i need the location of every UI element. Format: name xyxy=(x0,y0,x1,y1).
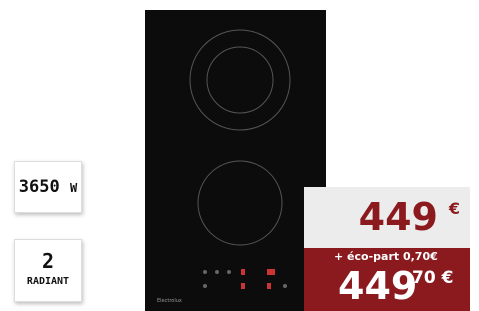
total-whole: 449 xyxy=(338,264,417,308)
power-badge: 3650 W xyxy=(14,161,82,213)
zone-outer xyxy=(190,30,290,130)
eco-part: + éco-part 0,70€ xyxy=(334,250,438,263)
power-unit: W xyxy=(70,181,77,195)
zones-unit: RADIANT xyxy=(15,276,81,287)
power-value: 3650 xyxy=(19,177,60,197)
zones-badge: 2 RADIANT xyxy=(14,239,82,302)
cooktop-image: Electrolux xyxy=(145,10,326,311)
zones-value: 2 xyxy=(15,250,81,272)
cooktop-drawing: Electrolux xyxy=(145,10,326,311)
total-cents: 70 € xyxy=(412,268,453,288)
control-display xyxy=(241,269,275,289)
zone-inner xyxy=(207,47,273,113)
product-card: 3650 W 2 RADIANT Electrolux 449 € + éco-… xyxy=(0,0,479,311)
price-box: 449 € xyxy=(304,187,470,248)
brand-logo: Electrolux xyxy=(157,298,182,304)
total-price-box: + éco-part 0,70€ 449 70 € xyxy=(304,248,470,311)
price-main: 449 xyxy=(359,195,438,239)
price-currency: € xyxy=(449,199,460,218)
zone-lower xyxy=(198,161,282,245)
